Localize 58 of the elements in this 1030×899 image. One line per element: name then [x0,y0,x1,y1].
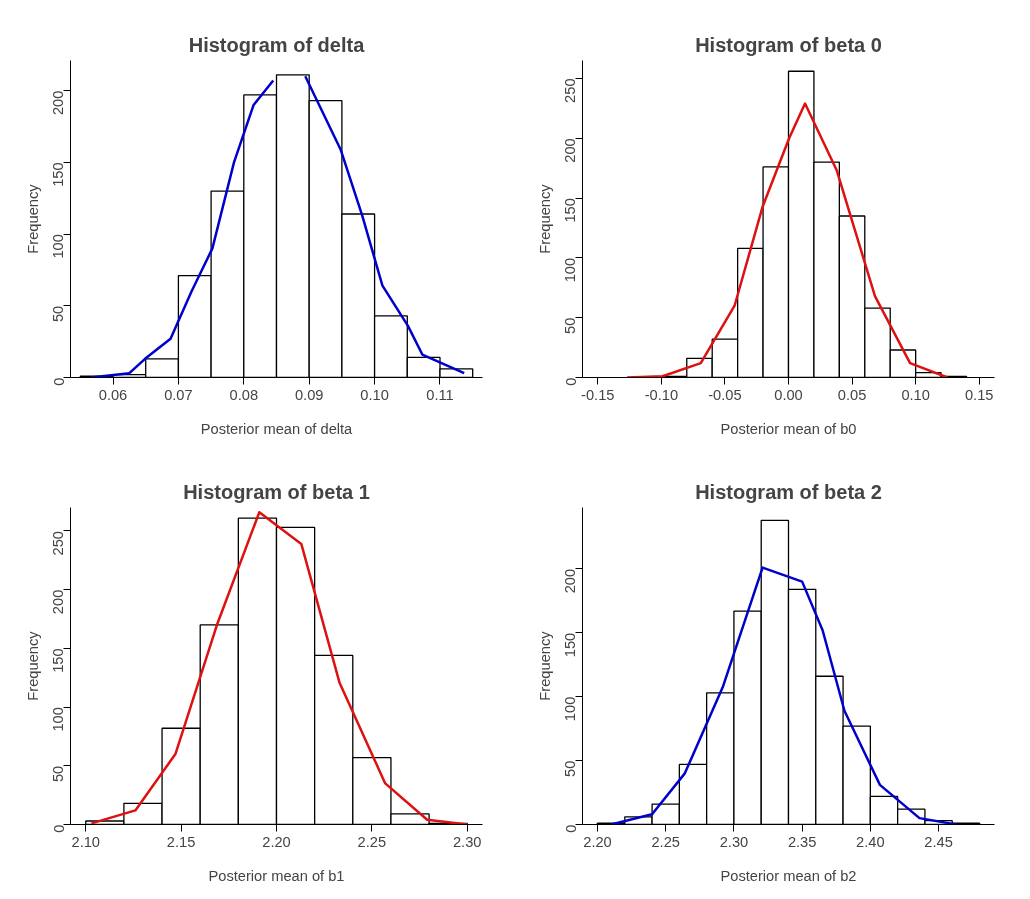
x-tick-label: 0.00 [774,386,803,403]
x-tick-label: 2.25 [651,833,680,850]
x-tick-label: 0.06 [98,386,128,403]
y-tick-label: 0 [562,824,579,833]
x-tick-label: 0.08 [229,386,259,403]
y-tick-label: 200 [562,138,579,163]
y-axis-title: Frequency [536,183,553,254]
x-tick-label: 0.07 [164,386,193,403]
y-tick-label: 150 [50,162,67,187]
x-tick-label: 2.25 [357,833,387,850]
x-tick-label: 0.10 [360,386,389,403]
y-tick-label: 150 [562,632,579,658]
x-tick-label: 2.10 [71,833,101,850]
x-tick-label: 2.45 [924,833,953,850]
y-tick-label: 250 [50,530,67,556]
chart-title: Histogram of beta 0 [695,33,882,56]
y-tick-label: 100 [50,234,67,259]
y-tick-label: 0 [50,824,67,833]
x-tick-label: 0.05 [837,386,867,403]
x-tick-label: 2.30 [452,833,482,850]
y-axis-title: Frequency [536,630,553,701]
y-tick-label: 200 [50,90,67,116]
x-tick-label: 2.40 [856,833,885,850]
x-tick-label: 0.15 [964,386,994,403]
chart-title: Histogram of beta 1 [183,480,370,503]
x-tick-label: 2.20 [583,833,612,850]
y-tick-label: 100 [50,707,67,732]
y-tick-label: 50 [50,765,67,783]
y-tick-label: 250 [562,78,579,103]
x-tick-label: 0.10 [901,386,930,403]
x-axis-title: Posterior mean of delta [200,420,354,437]
y-tick-label: 150 [50,648,67,673]
x-axis-title: Posterior mean of b1 [208,867,345,884]
y-tick-label: 50 [50,305,67,323]
y-axis-title: Frequency [24,630,41,701]
y-tick-label: 50 [562,760,579,777]
y-tick-label: 100 [562,696,579,722]
y-tick-label: 0 [562,377,579,386]
chart-title: Histogram of delta [188,33,366,56]
x-axis-title: Posterior mean of b2 [720,867,857,884]
y-axis-title: Frequency [24,183,41,254]
x-tick-label: 2.20 [262,833,291,850]
x-tick-label: 2.15 [166,833,196,850]
x-axis-title: Posterior mean of b0 [720,420,857,437]
y-tick-label: 150 [562,198,579,223]
y-tick-label: 0 [50,377,67,386]
x-tick-label: 2.35 [787,833,817,850]
chart-title: Histogram of beta 2 [695,480,882,503]
y-tick-label: 50 [562,317,579,334]
x-tick-label: 0.09 [294,386,324,403]
x-tick-label: -0.15 [581,386,615,403]
y-tick-label: 200 [562,568,579,594]
x-tick-label: 0.11 [426,386,454,403]
x-tick-label: 2.30 [719,833,749,850]
y-tick-label: 200 [50,589,67,615]
x-tick-label: -0.10 [644,386,679,403]
y-tick-label: 100 [562,257,579,283]
x-tick-label: -0.05 [708,386,742,403]
